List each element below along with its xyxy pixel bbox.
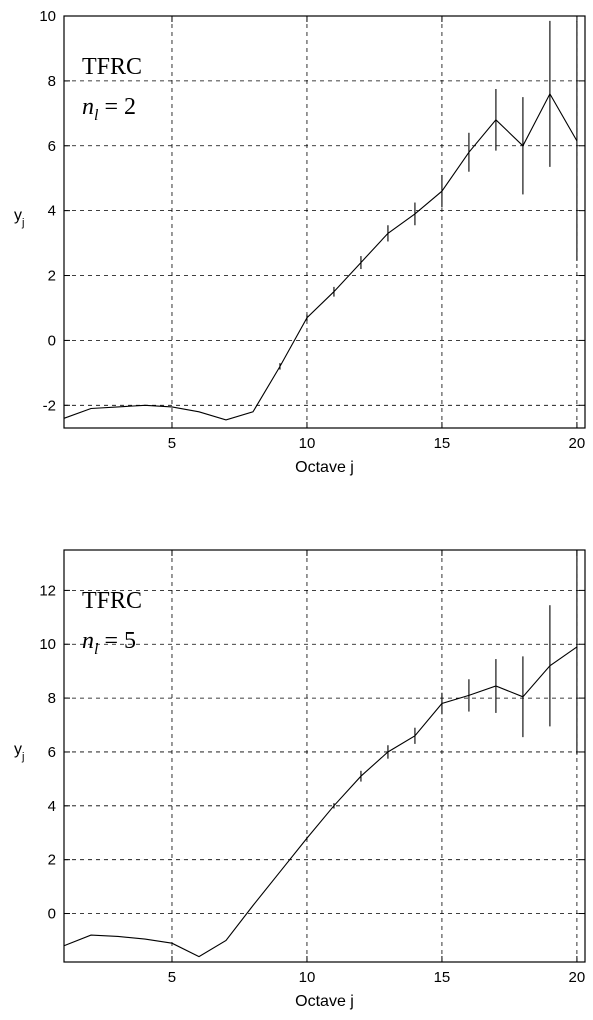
p0-ytick-label-2: 2: [48, 268, 56, 285]
p1-annotation-n: n: [82, 628, 94, 654]
p0-ytick-label-0: -2: [43, 397, 56, 414]
p1-xtick-label-2: 15: [434, 969, 451, 986]
p1-plot-frame: [63, 549, 586, 963]
p1-y-axis-label: yj: [14, 741, 24, 763]
p1-ytick-label-2: 4: [48, 798, 56, 815]
p1-ytick-label-3: 6: [48, 744, 56, 761]
p0-y-axis-label-sub: j: [21, 217, 24, 229]
p0-plot-frame: [63, 15, 586, 429]
p1-ytick-label-0: 0: [48, 906, 56, 923]
p0-y-axis-label: yj: [14, 207, 24, 229]
p0-ytick-label-5: 8: [48, 73, 56, 90]
chart-panel-top: 5 10 15 20 -2 0 2 4 6 8 10 Octave j yj TFRC nl = 2: [14, 8, 586, 476]
p1-xtick-label-3: 20: [569, 969, 586, 986]
p1-ytick-label-6: 12: [39, 582, 56, 599]
p0-ytick-label-6: 10: [39, 8, 56, 25]
p0-xtick-label-2: 15: [434, 435, 451, 452]
p1-xtick-label-1: 10: [299, 969, 316, 986]
p0-annotation-sub: l: [94, 107, 99, 124]
chart-panel-bottom: 5 10 15 20 0 2 4 6 8 10 12 Octave j yj TFRC nl = 5: [14, 549, 586, 1010]
p1-annotation-sub: l: [94, 641, 99, 658]
p1-series-line: [63, 646, 578, 958]
p0-xtick-label-3: 20: [569, 435, 586, 452]
p1-ytick-label-1: 2: [48, 852, 56, 869]
p1-x-axis-label: Octave j: [295, 993, 354, 1010]
p0-annotation-n: n: [82, 94, 94, 120]
p0-x-axis-label: Octave j: [295, 459, 354, 476]
p0-ytick-label-1: 0: [48, 332, 56, 349]
p1-y-axis-label-sub: j: [21, 751, 24, 763]
p0-annotation-title: TFRC: [82, 54, 142, 80]
p0-annotation-param: nl = 2: [82, 94, 136, 124]
p0-ytick-label-3: 4: [48, 203, 56, 220]
p0-ytick-label-4: 6: [48, 138, 56, 155]
p1-annotation-eq: = 5: [98, 628, 136, 654]
p1-ytick-label-5: 10: [39, 636, 56, 653]
p1-xtick-label-0: 5: [168, 969, 176, 986]
p1-annotation-param: nl = 5: [82, 628, 136, 658]
p0-xtick-label-1: 10: [299, 435, 316, 452]
p0-xtick-label-0: 5: [168, 435, 176, 452]
p0-annotation-eq: = 2: [98, 94, 136, 120]
p1-annotation-title: TFRC: [82, 588, 142, 614]
p0-series-line: [63, 92, 578, 421]
p1-ytick-label-4: 8: [48, 690, 56, 707]
